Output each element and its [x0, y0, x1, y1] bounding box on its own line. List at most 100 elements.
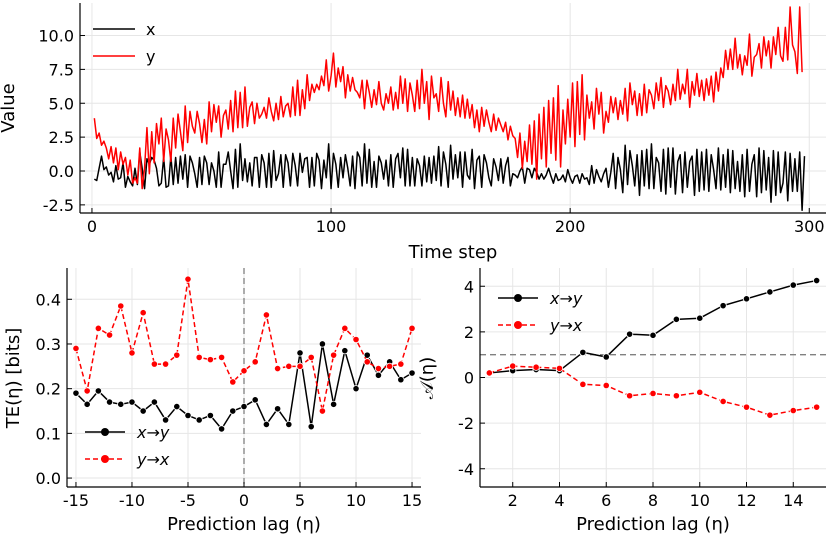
x-tick-label: 8	[648, 491, 658, 510]
data-point	[240, 367, 248, 375]
data-point	[83, 387, 91, 395]
legend-marker	[514, 321, 522, 329]
data-point	[206, 356, 214, 364]
data-point	[195, 353, 203, 361]
series-line-black	[93, 143, 806, 212]
data-point	[742, 295, 751, 303]
x-tick-label: 4	[554, 491, 564, 510]
legend-marker	[514, 294, 522, 302]
data-point	[318, 407, 327, 415]
legend-label: x	[146, 20, 155, 39]
y-tick-label: 2.5	[49, 128, 74, 147]
data-point	[128, 349, 136, 357]
data-point	[184, 411, 192, 420]
data-point	[251, 396, 259, 404]
data-point	[649, 331, 657, 339]
asymmetry-panel: 2 4 6 8 10 12 14 -4 -2 0 2 4 Prediction lag (η) 𝒜(η) x…	[417, 268, 826, 535]
data-point	[251, 358, 259, 366]
y-tick-label: 2	[464, 323, 474, 342]
data-point	[397, 360, 405, 368]
data-point	[330, 400, 338, 408]
x-tick-label: 300	[794, 217, 825, 236]
x-tick-label: -15	[63, 491, 89, 510]
data-point	[352, 385, 360, 393]
y-tick-label: 0.3	[36, 335, 61, 354]
data-point	[626, 330, 634, 338]
y-tick-label: 0.4	[36, 290, 61, 309]
data-point	[150, 398, 158, 406]
data-point	[330, 351, 338, 359]
data-point	[485, 369, 493, 377]
legend-label: y→x	[136, 450, 170, 469]
transfer-entropy-panel: -15 -10 -5 0 5 10 15 0.0 0.1 0.2 0.3 0.4 Prediction …	[3, 268, 422, 535]
data-point	[128, 398, 136, 406]
data-point	[318, 340, 327, 348]
data-point	[217, 425, 226, 433]
data-point	[72, 344, 80, 353]
data-point	[240, 402, 248, 411]
data-point	[173, 402, 181, 411]
x-tick-label: 6	[601, 491, 611, 510]
data-point	[742, 403, 751, 411]
x-tick-label: -5	[180, 491, 196, 510]
data-point	[602, 353, 610, 361]
data-point	[184, 275, 192, 283]
x-tick-label: 0	[87, 217, 97, 236]
y-tick-label: -2	[458, 414, 474, 433]
x-axis-label: Time step	[408, 242, 498, 263]
data-point	[296, 349, 304, 357]
data-point	[579, 380, 587, 388]
legend-label: x→y	[549, 289, 583, 308]
data-point	[649, 389, 657, 398]
x-tick-label: 2	[508, 491, 518, 510]
data-point	[341, 324, 349, 332]
data-point	[341, 347, 349, 355]
data-point	[217, 353, 226, 361]
y-tick-label: 7.5	[49, 60, 74, 79]
y-tick-label: -4	[458, 460, 474, 479]
data-point	[195, 416, 203, 424]
data-point	[94, 387, 102, 395]
series-line-red	[93, 6, 803, 190]
time-series-panel: 0 100 200 300 -2.5 0.0 2.5 5.0 7.5 10.0 Time step V…	[0, 3, 826, 263]
data-point	[352, 335, 360, 344]
y-tick-label: 5.0	[49, 94, 74, 113]
legend-label: x→y	[136, 423, 170, 442]
x-tick-label: 0	[239, 491, 249, 510]
data-point	[766, 411, 774, 419]
data-point	[139, 309, 147, 317]
data-point	[105, 398, 114, 406]
y-axis-label: 𝒜(η)	[417, 357, 438, 399]
data-point	[696, 388, 704, 396]
x-tick-label: 5	[295, 491, 305, 510]
data-point	[672, 315, 680, 323]
data-point	[83, 400, 91, 408]
data-point	[813, 276, 821, 285]
data-point	[117, 400, 125, 408]
data-point	[408, 324, 416, 332]
y-tick-label: 0.1	[36, 424, 61, 443]
x-axis-label: Prediction lag (η)	[167, 514, 321, 535]
data-point	[274, 364, 282, 373]
data-point	[408, 369, 416, 377]
legend-marker	[101, 428, 109, 436]
data-point	[719, 302, 727, 310]
y-tick-label: 0.0	[49, 162, 74, 181]
data-point	[579, 348, 587, 357]
data-point	[161, 416, 170, 424]
x-tick-label: 15	[402, 491, 422, 510]
data-point	[509, 362, 517, 370]
y-axis-label: TE(η) [bits]	[3, 328, 24, 429]
data-point	[602, 381, 610, 390]
data-point	[532, 363, 540, 371]
data-point	[229, 378, 237, 386]
data-point	[789, 406, 797, 415]
data-point	[363, 358, 371, 366]
y-tick-label: 0.0	[36, 469, 61, 488]
data-point	[696, 314, 704, 322]
data-point	[150, 360, 158, 368]
data-point	[94, 324, 102, 332]
x-tick-label: 100	[316, 217, 347, 236]
y-tick-label: 0.2	[36, 380, 61, 399]
